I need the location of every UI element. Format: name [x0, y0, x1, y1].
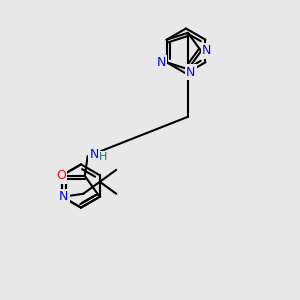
Text: O: O	[56, 169, 66, 182]
Text: N: N	[90, 148, 99, 161]
Text: N: N	[186, 66, 196, 79]
Text: N: N	[156, 56, 166, 69]
Text: N: N	[202, 44, 211, 58]
Text: H: H	[99, 152, 107, 162]
Text: N: N	[59, 190, 68, 203]
Text: O: O	[57, 194, 67, 207]
